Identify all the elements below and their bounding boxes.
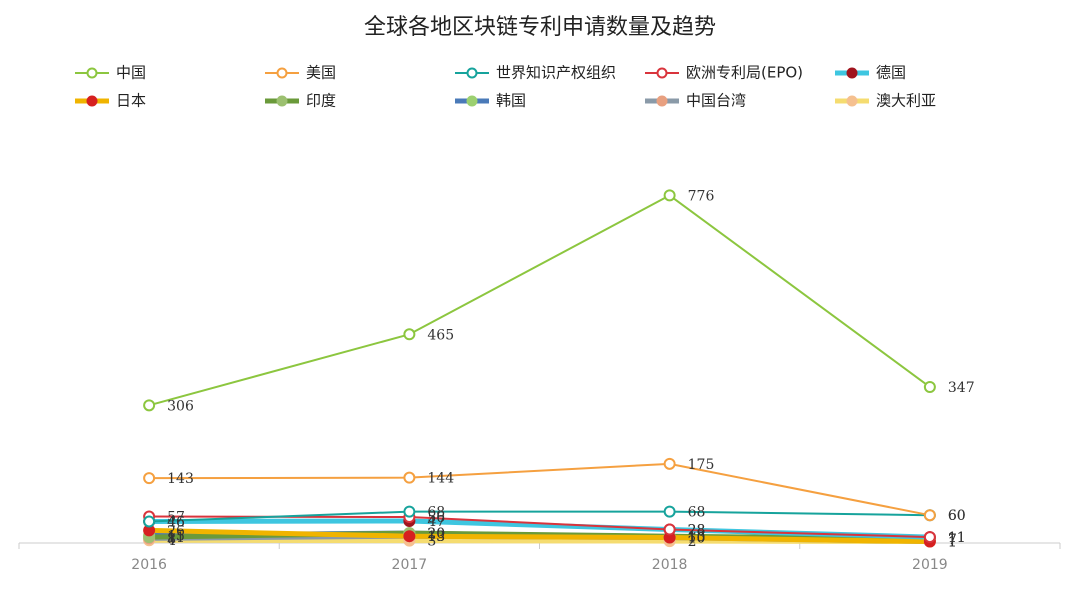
x-tick-label: 2019 (912, 557, 948, 573)
point (403, 471, 416, 484)
legend-label: 韩国 (496, 92, 526, 110)
point (143, 399, 156, 412)
data-label: 8 (167, 531, 176, 547)
data-label: 11 (948, 530, 966, 546)
data-label: 1 (948, 535, 957, 551)
data-label: 4 (167, 533, 176, 549)
data-label: 57 (167, 510, 185, 526)
data-label: 13 (688, 529, 706, 545)
legend-label: 中国台湾 (686, 92, 746, 110)
legend-marker (276, 67, 288, 79)
legend-label: 中国 (116, 64, 146, 82)
x-tick-label: 2016 (131, 557, 167, 573)
data-label: 11 (167, 530, 185, 546)
data-label: 465 (427, 327, 454, 343)
data-label: 68 (427, 505, 445, 521)
data-label: 46 (167, 514, 185, 530)
point (923, 509, 936, 522)
legend-marker (656, 67, 668, 79)
data-label: 347 (948, 380, 975, 396)
series-line (149, 510, 930, 523)
data-label: 7 (948, 532, 957, 548)
legend-marker (466, 67, 478, 79)
data-label: 20 (427, 526, 445, 542)
data-label: 2 (688, 534, 697, 550)
data-label: 144 (427, 471, 454, 487)
data-label: 26 (167, 523, 185, 539)
x-tick-label: 2018 (652, 557, 688, 573)
point (403, 505, 416, 518)
legend-label: 澳大利亚 (876, 92, 936, 110)
point (923, 531, 936, 544)
legend-label: 世界知识产权组织 (496, 64, 616, 82)
legend-label: 印度 (306, 92, 336, 110)
legend-marker (656, 95, 668, 107)
data-label: 15 (167, 528, 185, 544)
data-label: 28 (688, 522, 706, 538)
legend-marker (846, 67, 858, 79)
point (143, 472, 156, 485)
data-label: 10 (688, 531, 706, 547)
series-line (149, 527, 930, 545)
legend-marker (846, 95, 858, 107)
data-label: 13 (427, 529, 445, 545)
point (663, 505, 676, 518)
legend-marker (86, 95, 98, 107)
data-label: 13 (427, 529, 445, 545)
point (143, 515, 156, 528)
point (663, 189, 676, 202)
data-label: 3 (427, 534, 436, 550)
data-label: 47 (427, 514, 445, 530)
data-label: 68 (688, 505, 706, 521)
chart-title: 全球各地区块链专利申请数量及趋势 (364, 15, 716, 40)
point (663, 523, 676, 536)
point (403, 328, 416, 341)
data-label: 306 (167, 398, 194, 414)
data-label: 1 (948, 535, 957, 551)
data-label: 776 (688, 188, 715, 204)
point (923, 381, 936, 394)
legend-label: 美国 (306, 64, 336, 82)
data-label: 46 (167, 514, 185, 530)
x-tick-label: 2017 (392, 557, 428, 573)
point (663, 457, 676, 470)
legend-label: 日本 (116, 92, 146, 110)
data-label: 20 (427, 526, 445, 542)
data-label: 60 (948, 508, 966, 524)
legend-marker (466, 95, 478, 107)
series-line (149, 462, 931, 517)
legend-label: 欧洲专利局(EPO) (686, 64, 803, 82)
legend-marker (276, 95, 288, 107)
data-label: 10 (688, 531, 706, 547)
data-label: 60 (948, 508, 966, 524)
data-label: 1 (948, 535, 957, 551)
series-line (148, 194, 931, 407)
legend-label: 德国 (876, 64, 906, 82)
data-label: 56 (427, 510, 445, 526)
data-label: 28 (688, 522, 706, 538)
data-label: 11 (948, 530, 966, 546)
point (403, 530, 416, 543)
data-label: 7 (948, 532, 957, 548)
data-label: 175 (688, 457, 715, 473)
data-label: 143 (167, 471, 194, 487)
data-label: 10 (688, 531, 706, 547)
legend-marker (86, 67, 98, 79)
